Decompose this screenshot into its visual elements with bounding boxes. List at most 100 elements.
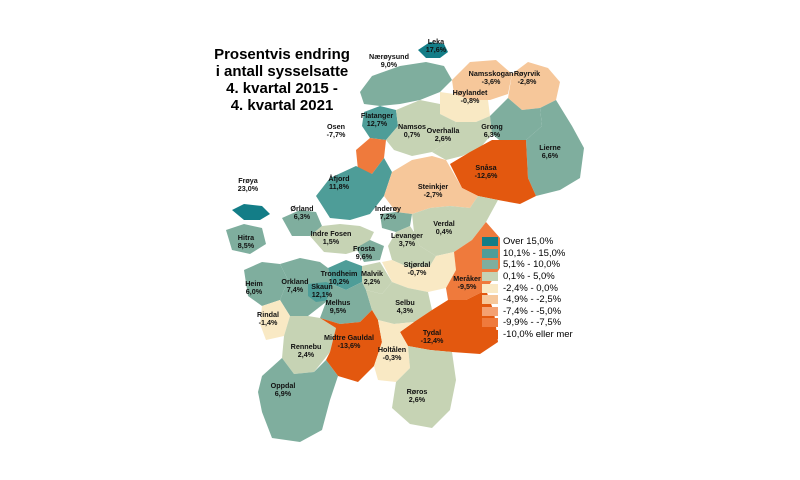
region-skaun: [308, 282, 332, 302]
municipality-name: Orkland: [281, 277, 308, 286]
municipality-value: 2,4%: [298, 350, 315, 359]
region-frosta-island-froya: [232, 204, 270, 220]
municipality-value: -12,4%: [421, 336, 444, 345]
legend-item: 5,1% - 10,0%: [482, 259, 573, 271]
legend-label: Over 15,0%: [503, 236, 554, 248]
region-snasa: [450, 140, 536, 204]
region-midtre-gauldal: [320, 310, 382, 382]
municipality-name: Røyrvik: [514, 69, 540, 78]
region-levanger: [388, 226, 436, 268]
municipality-name: Leka: [428, 37, 445, 46]
municipality-value: 2,2%: [364, 277, 381, 286]
municipality-value: 2,6%: [435, 134, 452, 143]
municipality-value: 6,6%: [542, 151, 559, 160]
legend: Over 15,0% 10,1% - 15,0% 5,1% - 10,0% 0,1% …: [482, 236, 573, 340]
title-line-1: Prosentvis endring: [214, 46, 350, 63]
municipality-value: 9,0%: [381, 60, 398, 69]
municipality-name: Oppdal: [271, 381, 296, 390]
municipality-name: Melhus: [326, 298, 351, 307]
region-frosta: [356, 240, 384, 262]
legend-swatch: [482, 330, 498, 340]
region-namsskogan: [452, 60, 512, 100]
legend-item: -9,9% - -7,5%: [482, 317, 573, 329]
municipality-name: Hitra: [238, 233, 255, 242]
region-stjordal: [382, 252, 456, 292]
municipality-value: 6,3%: [484, 130, 501, 139]
municipality-value: -2,8%: [518, 77, 537, 86]
region-orland: [282, 210, 322, 236]
municipality-value: -13,6%: [338, 341, 361, 350]
municipality-value: 6,9%: [275, 389, 292, 398]
title-line-2: i antall sysselsatte: [215, 63, 349, 80]
legend-item: Over 15,0%: [482, 236, 573, 248]
legend-swatch: [482, 237, 498, 247]
region-indre-fosen: [310, 224, 374, 254]
municipality-name: Skaun: [311, 282, 333, 291]
legend-swatch: [482, 295, 498, 305]
municipality-name: Røros: [407, 387, 428, 396]
region-malvik: [362, 262, 392, 294]
region-namsos: [386, 100, 456, 156]
legend-swatch: [482, 318, 498, 328]
municipality-value: 6,3%: [294, 212, 311, 221]
legend-swatch: [482, 283, 498, 293]
municipality-value: 0,7%: [404, 130, 421, 139]
region-heim: [244, 262, 288, 306]
municipality-value: -3,6%: [482, 77, 501, 86]
region-holtalen: [374, 320, 414, 382]
region-hitra: [226, 224, 266, 254]
municipality-value: -12,6%: [475, 171, 498, 180]
municipality-name: Tydal: [423, 328, 441, 337]
municipality-name: Levanger: [391, 231, 423, 240]
region-aafjord: [316, 158, 392, 220]
municipality-value: 6,0%: [246, 287, 263, 296]
legend-label: -10,0% eller mer: [503, 329, 573, 341]
municipality-name: Trondheim: [321, 269, 358, 278]
municipality-value: 7,2%: [380, 212, 397, 221]
municipality-value: -9,5%: [458, 282, 477, 291]
title-line-3: 4. kvartal 2015 -: [226, 80, 338, 97]
region-roros: [392, 346, 456, 428]
legend-label: 5,1% - 10,0%: [503, 259, 561, 271]
municipality-value: 17,6%: [426, 45, 447, 54]
municipality-name: Inderøy: [375, 204, 401, 213]
municipality-value: 9,6%: [356, 252, 373, 261]
municipality-value: 7,4%: [287, 285, 304, 294]
municipality-name: Verdal: [433, 219, 455, 228]
region-leka: [418, 42, 448, 58]
municipality-name: Holtålen: [378, 345, 406, 354]
region-selbu: [366, 282, 432, 324]
region-lierne: [526, 100, 584, 196]
municipality-name: Grong: [481, 122, 503, 131]
municipality-value: -0,3%: [383, 353, 402, 362]
municipality-name: Malvik: [361, 269, 383, 278]
municipality-name: Lierne: [539, 143, 561, 152]
municipality-name: Namsskogan: [469, 69, 514, 78]
municipality-value: 23,0%: [238, 184, 259, 193]
region-osen: [356, 138, 386, 174]
municipality-name: Høylandet: [453, 88, 488, 97]
region-trondheim: [328, 260, 362, 290]
municipality-value: 11,8%: [329, 182, 350, 191]
region-grong: [490, 98, 542, 144]
municipality-name: Rennebu: [291, 342, 322, 351]
region-melhus: [320, 282, 372, 324]
municipality-value: 4,3%: [397, 306, 414, 315]
municipality-name: Frøya: [238, 176, 259, 185]
municipality-value: 1,5%: [323, 237, 340, 246]
municipality-value: 2,6%: [409, 395, 426, 404]
municipality-value: 12,1%: [312, 290, 333, 299]
municipality-value: -1,4%: [259, 318, 278, 327]
municipality-name: Snåsa: [475, 163, 497, 172]
municipality-name: Ørland: [290, 204, 313, 213]
municipality-name: Heim: [245, 279, 263, 288]
municipality-value: 9,5%: [330, 306, 347, 315]
municipality-name: Midtre Gauldal: [324, 333, 374, 342]
municipality-value: 0,4%: [436, 227, 453, 236]
municipality-value: 8,5%: [238, 241, 255, 250]
legend-label: 0,1% - 5,0%: [503, 271, 555, 283]
municipality-name: Rindal: [257, 310, 279, 319]
legend-label: -2,4% - 0,0%: [503, 282, 558, 294]
municipality-name: Flatanger: [361, 111, 394, 120]
